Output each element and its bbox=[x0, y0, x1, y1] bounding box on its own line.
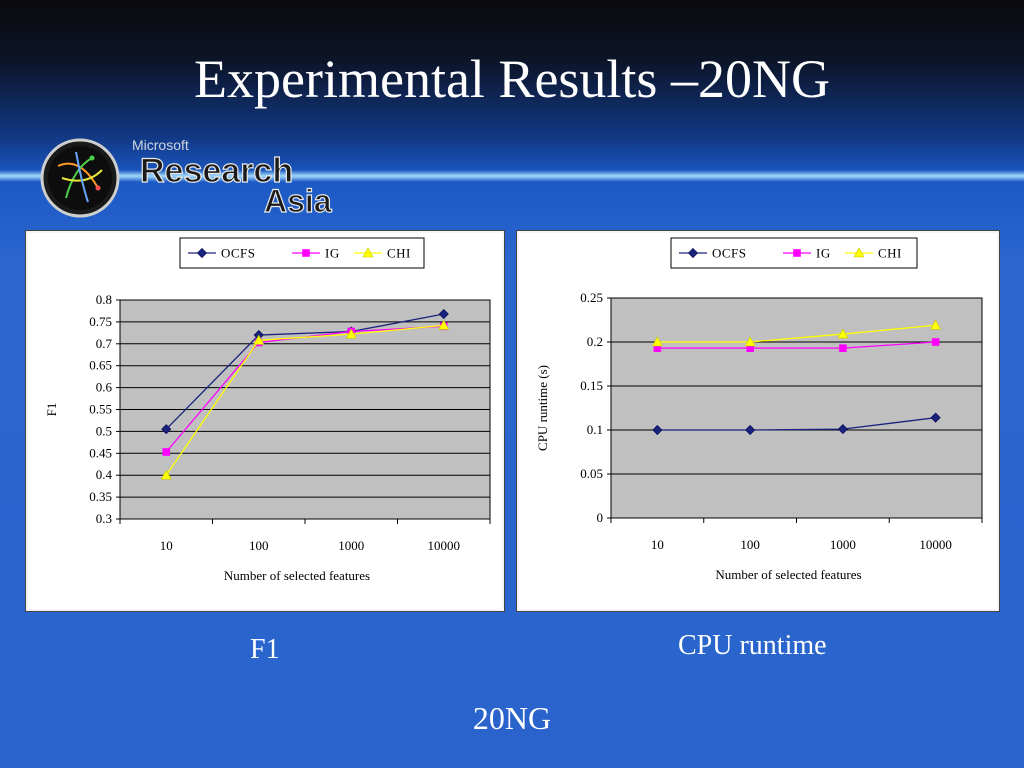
f1-y-axis-title: F1 bbox=[44, 403, 59, 417]
f1-x-tick-label: 10000 bbox=[428, 538, 461, 553]
cpu-plot-area bbox=[610, 297, 983, 519]
caption-cpu-runtime: CPU runtime bbox=[678, 630, 827, 661]
f1-x-tick-label: 10 bbox=[160, 538, 173, 553]
f1-y-tick-label: 0.55 bbox=[89, 402, 112, 417]
f1-legend: OCFS IG CHI bbox=[179, 237, 425, 269]
caption-f1: F1 bbox=[250, 634, 280, 665]
f1-point-ocfs bbox=[161, 424, 172, 435]
f1-legend-marker-ocfs bbox=[196, 247, 208, 259]
f1-y-tick-label: 0.7 bbox=[96, 336, 113, 351]
cpu-series-ocfs bbox=[652, 412, 941, 436]
cpu-legend-marker-ig bbox=[793, 249, 801, 257]
f1-y-tick-label: 0.5 bbox=[96, 423, 112, 438]
cpu-point-ig bbox=[839, 344, 847, 352]
cpu-legend-label-ocfs: OCFS bbox=[712, 246, 747, 261]
cpu-x-axis-title: Number of selected features bbox=[715, 567, 861, 582]
f1-y-tick-label: 0.4 bbox=[96, 467, 113, 482]
cpu-point-chi bbox=[930, 319, 942, 330]
cpu-line-ocfs bbox=[657, 417, 936, 431]
cpu-legend: OCFS IG CHI bbox=[670, 237, 918, 269]
f1-y-tick-label: 0.75 bbox=[89, 314, 112, 329]
cpu-legend-label-ig: IG bbox=[816, 246, 831, 261]
cpu-point-ocfs bbox=[745, 424, 756, 436]
f1-point-ig bbox=[162, 448, 171, 456]
cpu-point-ig bbox=[931, 338, 940, 346]
f1-y-tick-label: 0.8 bbox=[96, 292, 112, 307]
cpu-y-axis-title: CPU runtime (s) bbox=[535, 365, 550, 451]
cpu-x-tick-label: 10 bbox=[651, 537, 664, 552]
f1-legend-marker-ig bbox=[302, 249, 310, 257]
slide-title: Experimental Results –20NG bbox=[194, 49, 830, 109]
f1-line-ocfs bbox=[165, 313, 444, 430]
f1-x-tick-label: 1000 bbox=[338, 538, 364, 553]
logo-top-text: Microsoft bbox=[132, 137, 189, 153]
cpu-x-tick-label: 100 bbox=[740, 537, 760, 552]
f1-legend-label-chi: CHI bbox=[387, 246, 411, 261]
cpu-point-ocfs bbox=[652, 424, 663, 436]
cpu-legend-label-chi: CHI bbox=[878, 246, 902, 261]
f1-point-chi bbox=[160, 469, 172, 480]
cpu-series-chi bbox=[651, 319, 942, 347]
header-glow-line bbox=[0, 170, 1024, 182]
f1-line-chi bbox=[165, 324, 444, 476]
cpu-y-tick-label: 0.05 bbox=[580, 466, 603, 481]
caption-dataset: 20NG bbox=[472, 700, 552, 736]
f1-point-chi bbox=[438, 319, 450, 330]
f1-legend-label-ocfs: OCFS bbox=[221, 246, 256, 261]
f1-legend-marker-chi bbox=[362, 247, 374, 258]
f1-x-axis-title: Number of selected features bbox=[224, 568, 370, 583]
f1-chart-panel: 0.3 0.35 0.4 0.45 0.5 0.55 0.6 0.65 0.7 0.75 0.8 10… bbox=[26, 231, 504, 611]
cpu-legend-marker-ocfs bbox=[687, 247, 699, 259]
f1-point-chi bbox=[345, 328, 357, 339]
cpu-x-tick-label: 1000 bbox=[830, 537, 856, 552]
logo-main-text: Research bbox=[140, 152, 293, 190]
cpu-legend-marker-chi bbox=[853, 247, 865, 258]
f1-point-chi bbox=[253, 334, 265, 345]
cpu-y-tick-label: 0.1 bbox=[587, 422, 603, 437]
cpu-x-tick-label: 10000 bbox=[919, 537, 952, 552]
f1-point-ocfs bbox=[438, 308, 449, 320]
f1-series-chi bbox=[160, 319, 450, 480]
cpu-runtime-chart: 0 0.05 0.1 0.15 0.2 0.25 10 100 1000 10000 Number … bbox=[535, 237, 983, 582]
f1-chart: 0.3 0.35 0.4 0.45 0.5 0.55 0.6 0.65 0.7 0.75 0.8 10… bbox=[44, 237, 491, 583]
cpu-point-chi bbox=[744, 336, 756, 347]
f1-y-tick-label: 0.6 bbox=[96, 380, 113, 395]
cpu-point-chi bbox=[651, 336, 663, 347]
microsoft-research-asia-logo: Microsoft Research Asia bbox=[40, 137, 332, 220]
cpu-y-tick-label: 0.2 bbox=[587, 334, 603, 349]
f1-y-tick-label: 0.35 bbox=[89, 489, 112, 504]
f1-y-tick-label: 0.45 bbox=[89, 445, 112, 460]
f1-x-tick-label: 100 bbox=[249, 538, 269, 553]
logo-sub-text: Asia bbox=[264, 183, 332, 219]
cpu-line-ig bbox=[657, 341, 936, 349]
cpu-point-ocfs bbox=[930, 412, 941, 423]
cpu-runtime-chart-panel: 0 0.05 0.1 0.15 0.2 0.25 10 100 1000 10000 Number … bbox=[517, 231, 999, 611]
cpu-y-tick-label: 0 bbox=[597, 510, 604, 525]
cpu-line-chi bbox=[657, 324, 936, 343]
cpu-y-tick-label: 0.25 bbox=[580, 290, 603, 305]
cpu-y-tick-label: 0.15 bbox=[580, 378, 603, 393]
f1-y-tick-label: 0.3 bbox=[96, 511, 112, 526]
cpu-point-ocfs bbox=[837, 424, 848, 435]
cpu-point-chi bbox=[837, 328, 849, 339]
f1-legend-label-ig: IG bbox=[325, 246, 340, 261]
f1-y-tick-label: 0.65 bbox=[89, 358, 112, 373]
